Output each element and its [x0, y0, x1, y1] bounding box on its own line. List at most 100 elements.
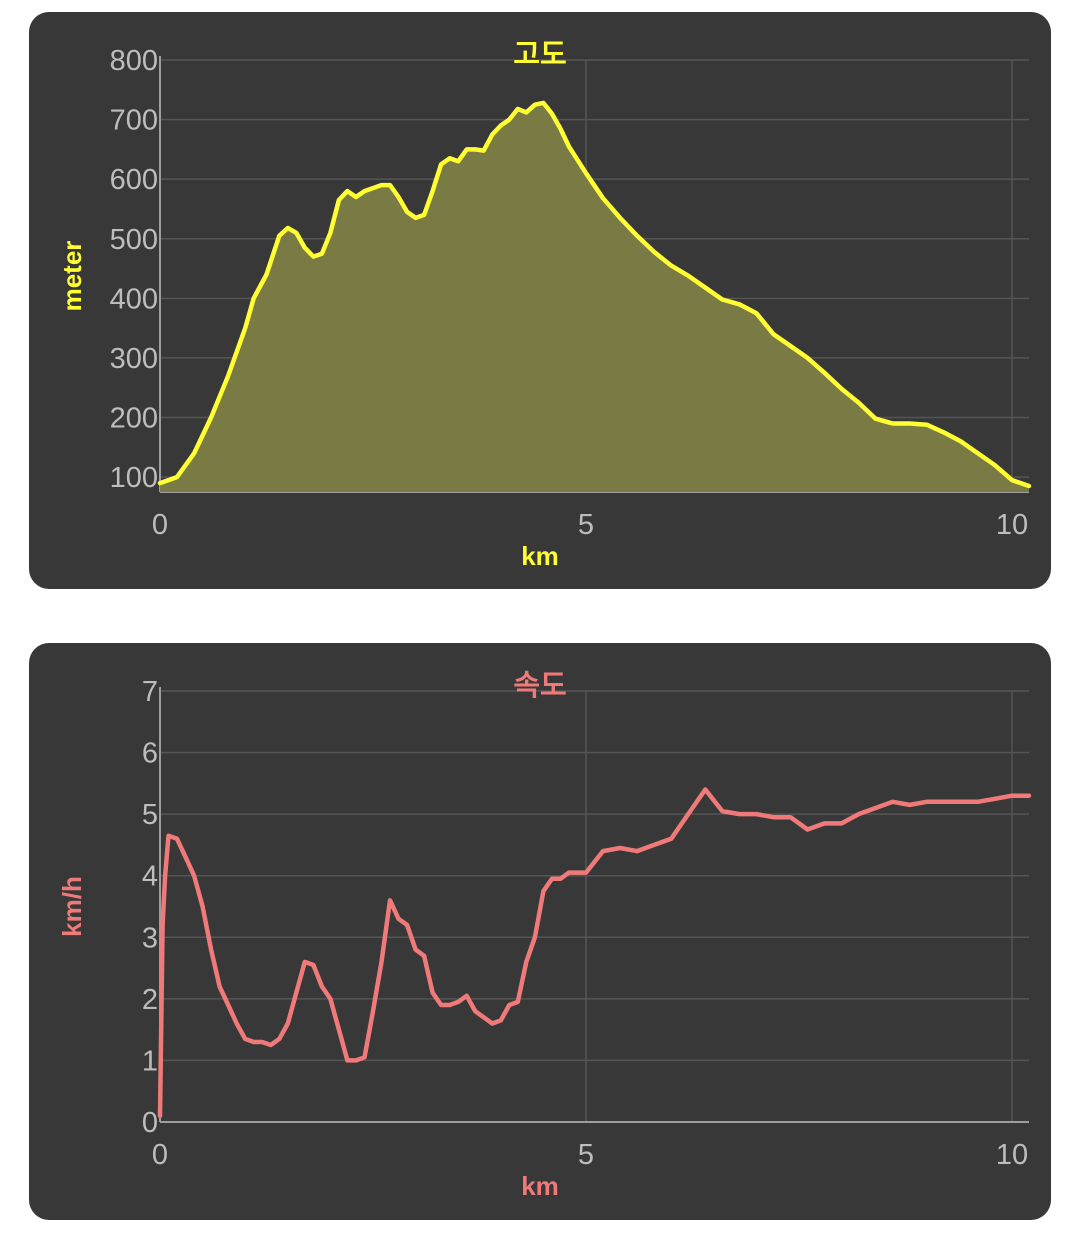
data-point [755, 312, 758, 314]
data-point [338, 1029, 340, 1031]
data-point [389, 184, 391, 186]
data-point [466, 148, 468, 150]
data-point [253, 1041, 255, 1043]
y-axis-title: km/h [57, 876, 87, 937]
y-tick-label: 300 [110, 343, 158, 375]
data-point [159, 482, 161, 484]
data-point [483, 150, 485, 152]
data-point [755, 813, 758, 815]
data-point [1011, 479, 1013, 481]
data-point [304, 961, 306, 963]
x-tick-label: 0 [152, 1139, 168, 1171]
data-point [466, 995, 468, 997]
data-point [500, 1019, 502, 1021]
data-point [687, 275, 689, 277]
data-point [372, 1010, 374, 1012]
data-point [517, 108, 519, 110]
data-point [823, 822, 826, 824]
y-tick-label: 600 [110, 164, 158, 196]
y-axis-title: meter [57, 241, 87, 312]
x-axis-title: km [521, 1171, 559, 1201]
data-point [747, 813, 749, 815]
data-point [295, 992, 297, 994]
chart-title: 고도 [513, 37, 566, 71]
elevation-area-fill [160, 102, 1029, 493]
data-point [432, 992, 434, 994]
data-point [926, 424, 928, 426]
data-point [363, 190, 366, 192]
data-point [704, 287, 706, 289]
data-point [278, 1038, 280, 1040]
data-point [164, 875, 166, 877]
data-point [943, 431, 945, 433]
data-point [474, 1010, 476, 1012]
data-point [265, 273, 268, 276]
data-point [525, 111, 527, 113]
data-point [994, 464, 996, 466]
data-point [193, 875, 195, 877]
data-point [423, 955, 425, 957]
data-point [517, 1001, 519, 1003]
data-point [312, 256, 314, 258]
data-point [738, 813, 740, 815]
data-point [926, 801, 928, 803]
data-point [483, 1016, 485, 1018]
speed-chart-card: 0 1 2 3 4 5 6 7 0 5 10 속도 km km/h [29, 643, 1051, 1220]
y-tick-label: 3 [142, 922, 158, 954]
y-tick-label: 5 [142, 799, 158, 831]
data-point [568, 872, 570, 874]
data-point [636, 850, 638, 852]
speed-chart: 0 1 2 3 4 5 6 7 0 5 10 속도 km km/h [57, 668, 1032, 1201]
data-point [236, 1022, 238, 1025]
data-point [994, 798, 996, 800]
data-point [449, 1004, 451, 1006]
data-point [227, 1004, 229, 1006]
y-tick-label: 0 [142, 1107, 158, 1139]
data-point [329, 998, 331, 1000]
data-point [321, 985, 323, 988]
data-point [508, 1004, 510, 1006]
data-point [943, 801, 945, 803]
data-point [159, 1115, 161, 1117]
data-point [312, 964, 314, 966]
data-point [977, 801, 979, 803]
y-tick-label: 800 [110, 45, 158, 77]
data-point [244, 327, 246, 329]
data-point [406, 211, 408, 213]
data-point [909, 804, 911, 806]
x-tick-label: 5 [578, 1139, 594, 1171]
data-point [636, 235, 638, 237]
data-point [687, 813, 689, 815]
x-tick-label: 0 [152, 509, 168, 541]
data-point [261, 1041, 263, 1043]
x-tick-label: 10 [996, 1139, 1028, 1171]
data-point [227, 375, 229, 377]
x-tick-label: 5 [578, 509, 594, 541]
data-point [457, 160, 459, 162]
data-point [380, 961, 383, 963]
data-point [415, 217, 417, 219]
data-point [491, 133, 493, 136]
data-point [253, 297, 255, 299]
data-point [789, 345, 792, 347]
data-point [1011, 795, 1013, 797]
data-point [559, 127, 562, 130]
elevation-chart: 100 200 300 400 500 600 700 800 0 5 10 고도 km meter [57, 37, 1032, 571]
data-point [585, 172, 587, 174]
data-point [397, 918, 400, 920]
data-point [287, 1022, 289, 1025]
data-point [858, 402, 860, 404]
data-point [321, 253, 323, 255]
data-point [585, 872, 587, 874]
y-tick-label: 6 [142, 738, 158, 770]
data-point [960, 440, 962, 442]
data-point [542, 102, 545, 104]
data-point [406, 924, 408, 926]
chart-title: 속도 [513, 668, 566, 702]
data-point [346, 190, 348, 192]
data-point [892, 801, 894, 803]
data-point [167, 835, 170, 837]
data-point [653, 251, 655, 253]
x-axis-title: km [521, 541, 559, 571]
data-point [602, 850, 604, 852]
